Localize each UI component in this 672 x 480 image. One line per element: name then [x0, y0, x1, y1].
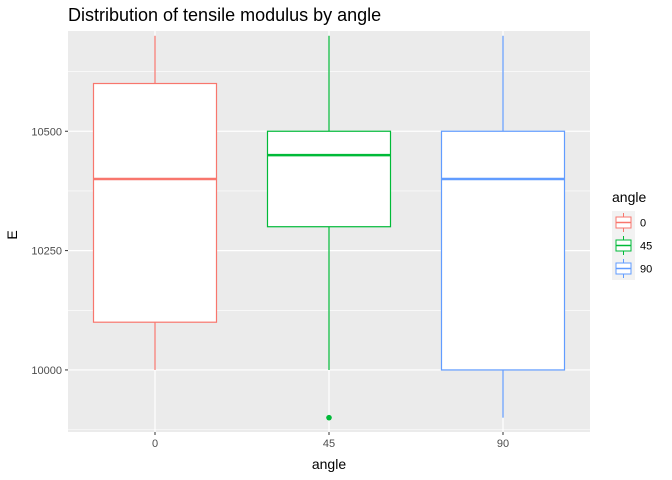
x-axis: 0 45 90 — [152, 432, 509, 450]
legend-label: 45 — [640, 241, 652, 253]
box-series — [92, 35, 566, 421]
legend-item-0: 0 — [612, 211, 646, 234]
y-tick-label: 10250 — [31, 246, 62, 258]
x-tick-label: 0 — [152, 438, 158, 450]
legend: angle 0 45 90 — [612, 189, 652, 280]
y-axis: 10000 10250 10500 — [31, 126, 68, 377]
legend-label: 90 — [640, 264, 652, 276]
x-axis-title: angle — [312, 456, 346, 472]
iqr-box — [266, 130, 392, 228]
legend-title: angle — [612, 189, 646, 205]
legend-item-45: 45 — [612, 234, 652, 257]
y-tick-label: 10000 — [31, 365, 62, 377]
legend-item-90: 90 — [612, 257, 652, 280]
legend-label: 0 — [640, 218, 646, 230]
iqr-box — [440, 130, 566, 371]
box-90 — [440, 35, 566, 418]
y-axis-title: E — [4, 230, 20, 239]
y-tick-label: 10500 — [31, 126, 62, 138]
chart-title: Distribution of tensile modulus by angle — [68, 5, 381, 25]
box-0 — [92, 35, 218, 370]
box-45 — [266, 35, 392, 421]
outlier-point — [326, 414, 332, 421]
x-tick-label: 90 — [497, 438, 509, 450]
x-tick-label: 45 — [323, 438, 335, 450]
iqr-box — [92, 82, 218, 323]
